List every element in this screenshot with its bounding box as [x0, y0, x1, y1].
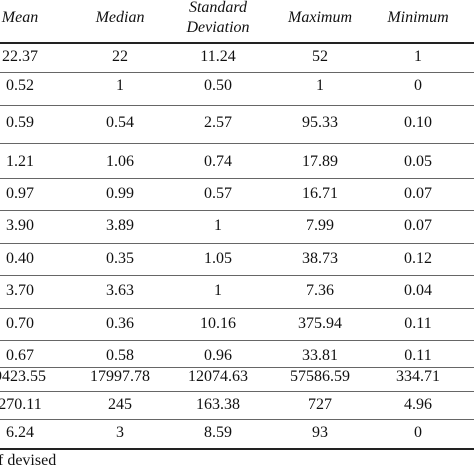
table-cell: 93 [312, 424, 328, 441]
table-cell: 0.52 [6, 77, 34, 94]
table-cell: 52 [312, 48, 328, 65]
row-rule [0, 340, 474, 341]
row-rule [0, 178, 474, 179]
table-cell: 0.50 [204, 77, 232, 94]
table-cell: 0.35 [106, 250, 134, 267]
table-cell: 0.97 [6, 185, 34, 202]
table-cell: 0.11 [404, 315, 432, 332]
table-cell: 22.37 [2, 48, 38, 65]
row-rule [0, 366, 474, 368]
table-cell: 2.57 [204, 114, 232, 131]
row-rule [0, 242, 474, 244]
table-cell: 0.11 [404, 347, 432, 364]
row-rule [0, 391, 474, 392]
table-cell: 1 [316, 77, 324, 94]
table-cell: 0.74 [204, 153, 232, 170]
table-cell: 16.71 [302, 185, 338, 202]
table-cell: 0.05 [404, 153, 432, 170]
table-cell: 0.07 [404, 185, 432, 202]
table-cell: 0.99 [106, 185, 134, 202]
table-cell: 0.57 [204, 185, 232, 202]
table-cell: 3.63 [106, 282, 134, 299]
table-cell: 1.21 [6, 153, 34, 170]
row-rule [0, 307, 474, 309]
table-cell: 10.16 [200, 315, 236, 332]
table-cell: 1.05 [204, 250, 232, 267]
table-cell: 3.89 [106, 217, 134, 234]
table-cell: 0.54 [106, 114, 134, 131]
table-cell: 0.04 [404, 282, 432, 299]
row-rule [0, 104, 474, 106]
table-cell: 0.96 [204, 347, 232, 364]
table-cell: 9423.55 [0, 368, 46, 385]
table-cell: 0.59 [6, 114, 34, 131]
table-cell: 7.99 [306, 217, 334, 234]
column-header: Median [95, 9, 145, 26]
table-cell: 375.94 [298, 315, 342, 332]
table-cell: 57586.59 [290, 368, 350, 385]
table-cell: 7.36 [306, 282, 334, 299]
table-cell: 1 [214, 282, 222, 299]
row-rule [0, 142, 474, 144]
table-cell: 1 [116, 77, 124, 94]
table-cell: 0 [414, 77, 422, 94]
table-cell: 0.12 [404, 250, 432, 267]
row-rule [0, 210, 474, 211]
table-cell: 12074.63 [188, 368, 248, 385]
table-cell: 1.06 [106, 153, 134, 170]
table-cell: 3 [116, 424, 124, 441]
bottom-rule [0, 448, 474, 450]
table-cell: 0.10 [404, 114, 432, 131]
table-cell: 0.36 [106, 315, 134, 332]
column-header: Mean [1, 9, 39, 26]
table-cell: 0.07 [404, 217, 432, 234]
table-cell: 17.89 [302, 153, 338, 170]
table-cell: 95.33 [302, 114, 338, 131]
table-note: f devised [0, 452, 57, 469]
table-cell: 11.24 [200, 48, 236, 65]
table-cell: 3.70 [6, 282, 34, 299]
table-cell: 245 [108, 396, 132, 413]
table-cell: 1 [214, 217, 222, 234]
table-cell: 8.59 [204, 424, 232, 441]
table-cell: 727 [308, 396, 332, 413]
row-rule [0, 275, 474, 276]
table-cell: 17997.78 [90, 368, 150, 385]
table-cell: 4.96 [404, 396, 432, 413]
table-cell: 38.73 [302, 250, 338, 267]
table-cell: 22 [112, 48, 128, 65]
table-cell: 3.90 [6, 217, 34, 234]
header-rule [0, 42, 474, 44]
table-cell: 1 [414, 48, 422, 65]
table-cell: 6.24 [6, 424, 34, 441]
row-rule [0, 71, 474, 73]
table-cell: 334.71 [396, 368, 440, 385]
table-cell: 0.67 [6, 347, 34, 364]
table-cell: 0.70 [6, 315, 34, 332]
row-rule [0, 419, 474, 420]
table-cell: 0.58 [106, 347, 134, 364]
table-cell: 270.11 [0, 396, 42, 413]
table-cell: 163.38 [196, 396, 240, 413]
column-header: Maximum [288, 9, 352, 26]
table-cell: 33.81 [302, 347, 338, 364]
table-cell: 0 [414, 424, 422, 441]
table-cell: 0.40 [6, 250, 34, 267]
column-header: Standard Deviation [186, 0, 250, 36]
column-header: Minimum [387, 9, 449, 26]
